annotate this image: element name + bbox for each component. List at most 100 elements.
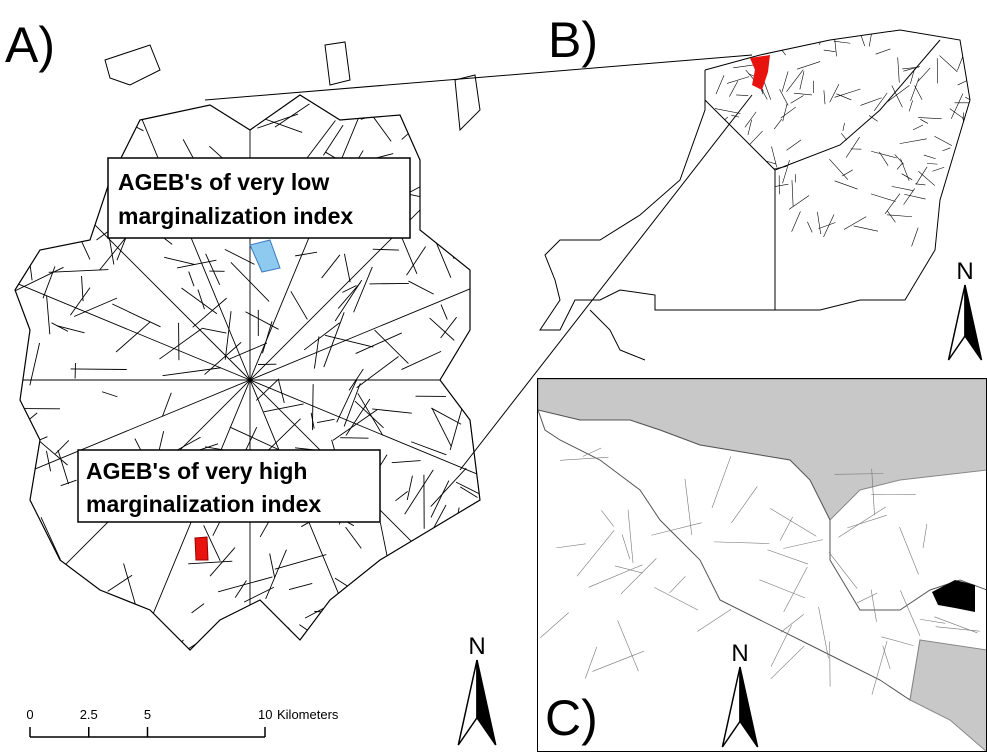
block-edge — [108, 112, 112, 152]
block-edge — [270, 554, 275, 578]
municipality-edge — [760, 33, 775, 36]
block-edge — [295, 252, 317, 256]
block-edge — [278, 380, 284, 403]
block-edge — [378, 625, 379, 648]
block-edge — [426, 543, 445, 586]
block-edge — [53, 151, 94, 155]
block-edge — [162, 634, 211, 665]
municipality-edge — [714, 175, 728, 184]
block-edge — [305, 590, 358, 618]
main-road — [135, 103, 250, 380]
block-edge — [57, 326, 85, 333]
municipality-edge — [800, 71, 804, 89]
block-edge — [55, 440, 68, 453]
block-edge — [378, 594, 430, 614]
block-edge — [463, 136, 477, 145]
municipality-edge — [945, 211, 959, 223]
municipality-edge — [818, 223, 835, 229]
municipality-edge — [817, 212, 820, 234]
municipality-edge — [710, 205, 737, 208]
scale-label: 0 — [26, 707, 33, 722]
block-edge — [435, 109, 466, 138]
municipality-edge — [898, 57, 900, 82]
block-edge — [108, 575, 132, 591]
block-edge — [406, 101, 451, 108]
scale-label: 2.5 — [80, 707, 98, 722]
block-edge — [198, 289, 204, 309]
block-edge — [358, 587, 385, 592]
municipality-edge — [860, 98, 881, 106]
block-edge — [69, 191, 82, 203]
municipality-edge — [871, 194, 896, 202]
municipality-edge — [920, 119, 927, 123]
municipality-edge — [770, 199, 775, 215]
municipality-edge — [912, 228, 919, 247]
block-edge — [188, 561, 232, 564]
municipality-edge — [859, 30, 864, 46]
annotation-text: AGEB's of very high — [86, 458, 307, 484]
municipality-edge — [824, 50, 836, 52]
block-edge — [52, 323, 68, 332]
outlying-area — [325, 42, 350, 85]
municipality-edge — [774, 119, 782, 129]
municipality-edge — [911, 78, 920, 101]
block-edge — [35, 225, 48, 234]
block-edge — [357, 356, 399, 387]
block-edge — [333, 410, 377, 440]
panel-label: A) — [5, 17, 55, 73]
block-edge — [102, 392, 117, 397]
municipality-edge — [767, 173, 773, 180]
block-edge — [192, 604, 204, 613]
municipality-edge — [780, 89, 789, 105]
block-edge — [464, 127, 490, 133]
municipality-edge — [835, 181, 858, 189]
block-edge — [449, 547, 484, 561]
block-edge — [264, 404, 304, 412]
municipality-edge — [835, 40, 837, 57]
block-edge — [28, 566, 52, 575]
municipality-edge — [951, 94, 963, 119]
scale-label: 5 — [144, 707, 151, 722]
block-edge — [335, 280, 362, 321]
block-edge — [456, 482, 485, 496]
block-edge — [30, 343, 40, 385]
municipality-edge — [924, 155, 936, 159]
block-edge — [369, 283, 408, 284]
block-edge — [408, 281, 433, 294]
municipality-edge — [854, 226, 878, 231]
block-edge — [0, 557, 22, 571]
block-edge — [16, 169, 21, 184]
page: {"panel_a": {"label": "A)", "low_box": {… — [0, 0, 987, 752]
block-edge — [15, 611, 30, 630]
municipality-edge — [792, 211, 801, 231]
block-edge — [355, 598, 376, 600]
block-edge — [43, 266, 55, 298]
municipality-edge — [783, 104, 787, 122]
north-arrow: N — [458, 633, 495, 745]
block-edge — [81, 633, 127, 644]
block-edge — [437, 555, 459, 595]
municipality-edge — [964, 163, 966, 181]
block-edge — [42, 96, 51, 120]
municipality-edge — [958, 80, 968, 85]
block-edge — [425, 107, 450, 114]
state-border — [590, 310, 645, 360]
municipality-edge — [786, 140, 801, 150]
block-edge — [448, 544, 468, 580]
arrow-half — [965, 285, 982, 360]
municipality-edge — [739, 223, 762, 230]
municipality-edge — [844, 217, 866, 230]
block-edge — [422, 551, 454, 575]
municipality-edge — [743, 190, 755, 201]
municipality-edge — [782, 71, 788, 91]
annotation-text: AGEB's of very low — [118, 169, 329, 195]
block-edge — [10, 469, 34, 470]
block-edge — [469, 181, 471, 224]
block-edge — [114, 631, 138, 639]
annotation-text: marginalization index — [86, 491, 321, 517]
block-edge — [374, 330, 408, 364]
municipality-edge — [684, 223, 702, 236]
block-edge — [340, 438, 368, 439]
block-edge — [88, 125, 90, 157]
municipality-edge — [726, 137, 734, 163]
